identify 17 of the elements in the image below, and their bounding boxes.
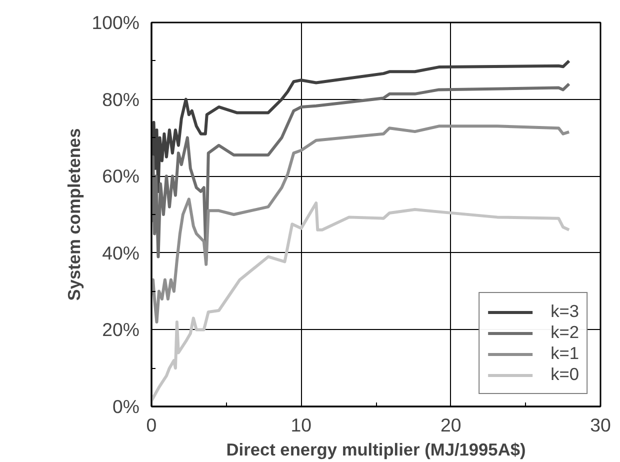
y-tick-label: 80% — [102, 88, 140, 110]
x-tick-label: 0 — [146, 414, 157, 436]
y-tick-label: 20% — [102, 319, 140, 340]
y-tick-label: 60% — [102, 166, 140, 187]
y-axis-title: System completenes — [64, 128, 84, 301]
y-tick-label: 0% — [112, 396, 140, 417]
legend-label: k=2 — [550, 322, 579, 343]
legend-label: k=3 — [550, 301, 579, 322]
x-tick-label: 20 — [440, 414, 462, 436]
line-series — [152, 59, 571, 193]
x-tick-label: 30 — [590, 414, 611, 436]
legend-label: k=0 — [550, 364, 579, 385]
legend-label: k=1 — [550, 343, 579, 364]
x-tick-label: 10 — [290, 414, 312, 436]
x-axis-title: Direct energy multiplier (MJ/1995A$) — [226, 440, 526, 460]
y-tick-label: 100% — [92, 12, 140, 33]
y-tick-label: 40% — [102, 242, 140, 264]
